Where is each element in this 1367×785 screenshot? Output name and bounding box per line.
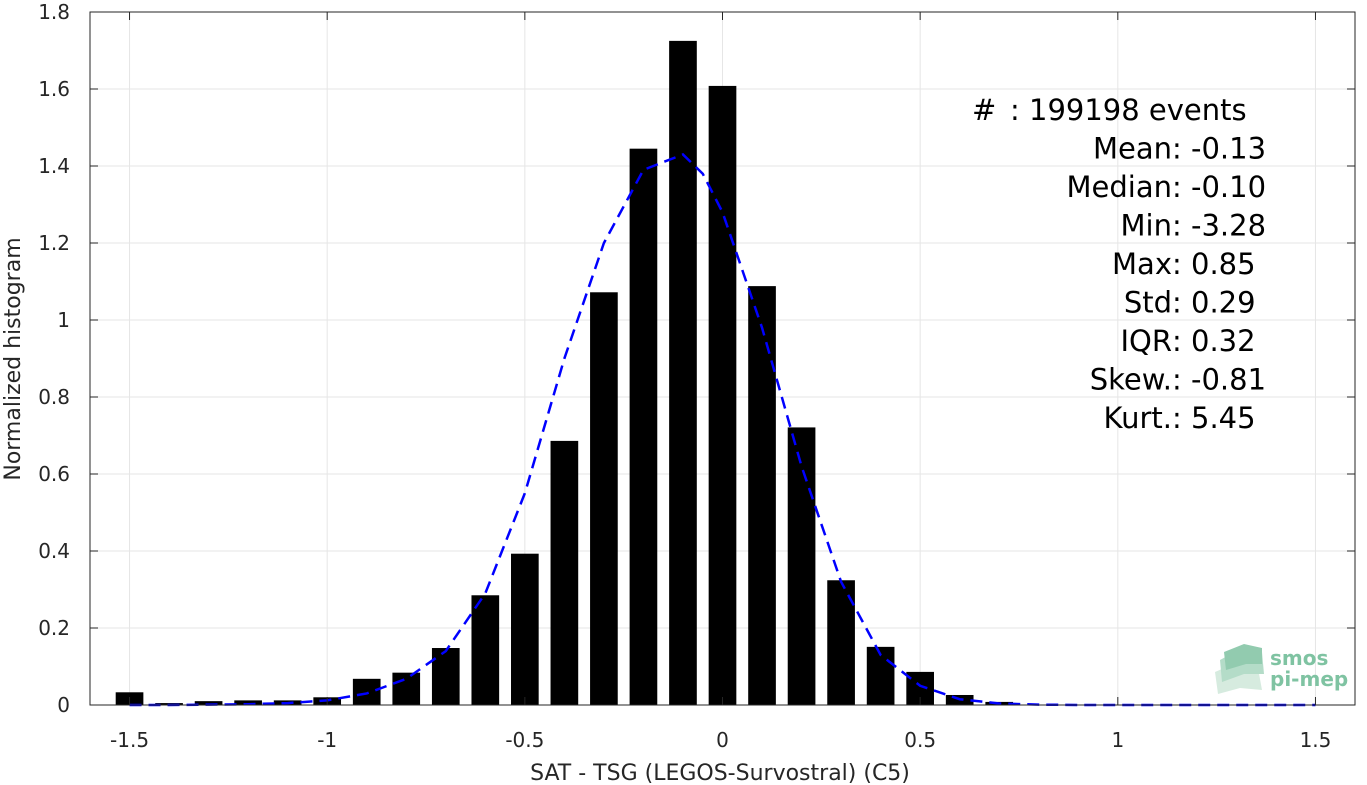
x-tick-label: -1.5 [110, 728, 149, 752]
stat-value: : -0.10 [1172, 170, 1266, 204]
histogram-bar [708, 85, 737, 706]
histogram-bar [590, 292, 618, 705]
x-tick-label: -1 [317, 728, 337, 752]
histogram-bar [352, 678, 381, 705]
y-tick-label: 1.2 [38, 231, 70, 255]
x-axis-label: SAT - TSG (LEGOS-Survostral) (C5) [530, 761, 910, 785]
stat-value: : 5.45 [1172, 401, 1256, 435]
stat-value: : -0.13 [1172, 132, 1266, 166]
y-tick-label: 1.6 [38, 77, 70, 101]
stat-label: Kurt. [1104, 401, 1172, 435]
x-tick-label: -0.5 [505, 728, 544, 752]
y-tick-label: 1.8 [38, 0, 70, 24]
logo-wave-icon [1215, 644, 1264, 694]
stat-value: : -3.28 [1172, 209, 1266, 243]
smos-pimep-logo: smos pi-mep [1215, 644, 1348, 694]
x-tick-label: 0.5 [904, 728, 936, 752]
stat-label: Median [1067, 170, 1172, 204]
logo-line1: smos [1270, 646, 1328, 670]
x-tick-labels: -1.5 -1 -0.5 0 0.5 1 1.5 [110, 728, 1331, 752]
y-tick-label: 0.2 [38, 616, 70, 640]
histogram-bar [431, 648, 460, 705]
histogram-bar [511, 553, 539, 705]
y-tick-labels: 0 0.2 0.4 0.6 0.8 1 1.2 1.4 1.6 1.8 [38, 0, 70, 717]
y-tick-label: 1 [57, 308, 70, 332]
stat-label: Max [1112, 247, 1172, 281]
stat-label: # [972, 93, 996, 127]
stat-label: IQR [1120, 324, 1172, 358]
stat-value: : 199198 events [1010, 93, 1247, 127]
histogram-bar [748, 286, 776, 705]
y-tick-label: 1.4 [38, 154, 70, 178]
histogram-bar [392, 672, 421, 705]
stat-label: Mean [1093, 132, 1172, 166]
histogram-bar [550, 440, 579, 705]
histogram-bar [629, 148, 658, 706]
y-tick-label: 0.6 [38, 462, 70, 486]
y-tick-label: 0.4 [38, 539, 70, 563]
axis-ticks [90, 11, 1355, 706]
stat-value: : 0.29 [1172, 286, 1256, 320]
histogram-bar [471, 595, 500, 705]
x-tick-label: 1 [1111, 728, 1124, 752]
stat-value: : 0.85 [1172, 247, 1256, 281]
histogram-bar [194, 701, 223, 705]
y-tick-label: 0.8 [38, 385, 70, 409]
y-axis-label: Normalized histogram [1, 237, 26, 480]
stat-label: Skew. [1090, 363, 1172, 397]
histogram-bar [787, 427, 816, 705]
histogram-bar [866, 646, 895, 705]
x-tick-label: 1.5 [1300, 728, 1332, 752]
stat-value: : 0.32 [1172, 324, 1256, 358]
histogram-bar [669, 40, 697, 705]
logo-line2: pi-mep [1270, 667, 1348, 691]
stat-label: Min [1121, 209, 1172, 243]
histogram-bar [234, 700, 262, 705]
x-tick-label: 0 [716, 728, 729, 752]
stat-label: Std [1124, 286, 1172, 320]
y-tick-label: 0 [57, 693, 70, 717]
histogram-bars [115, 40, 1014, 706]
stat-value: : -0.81 [1172, 363, 1266, 397]
